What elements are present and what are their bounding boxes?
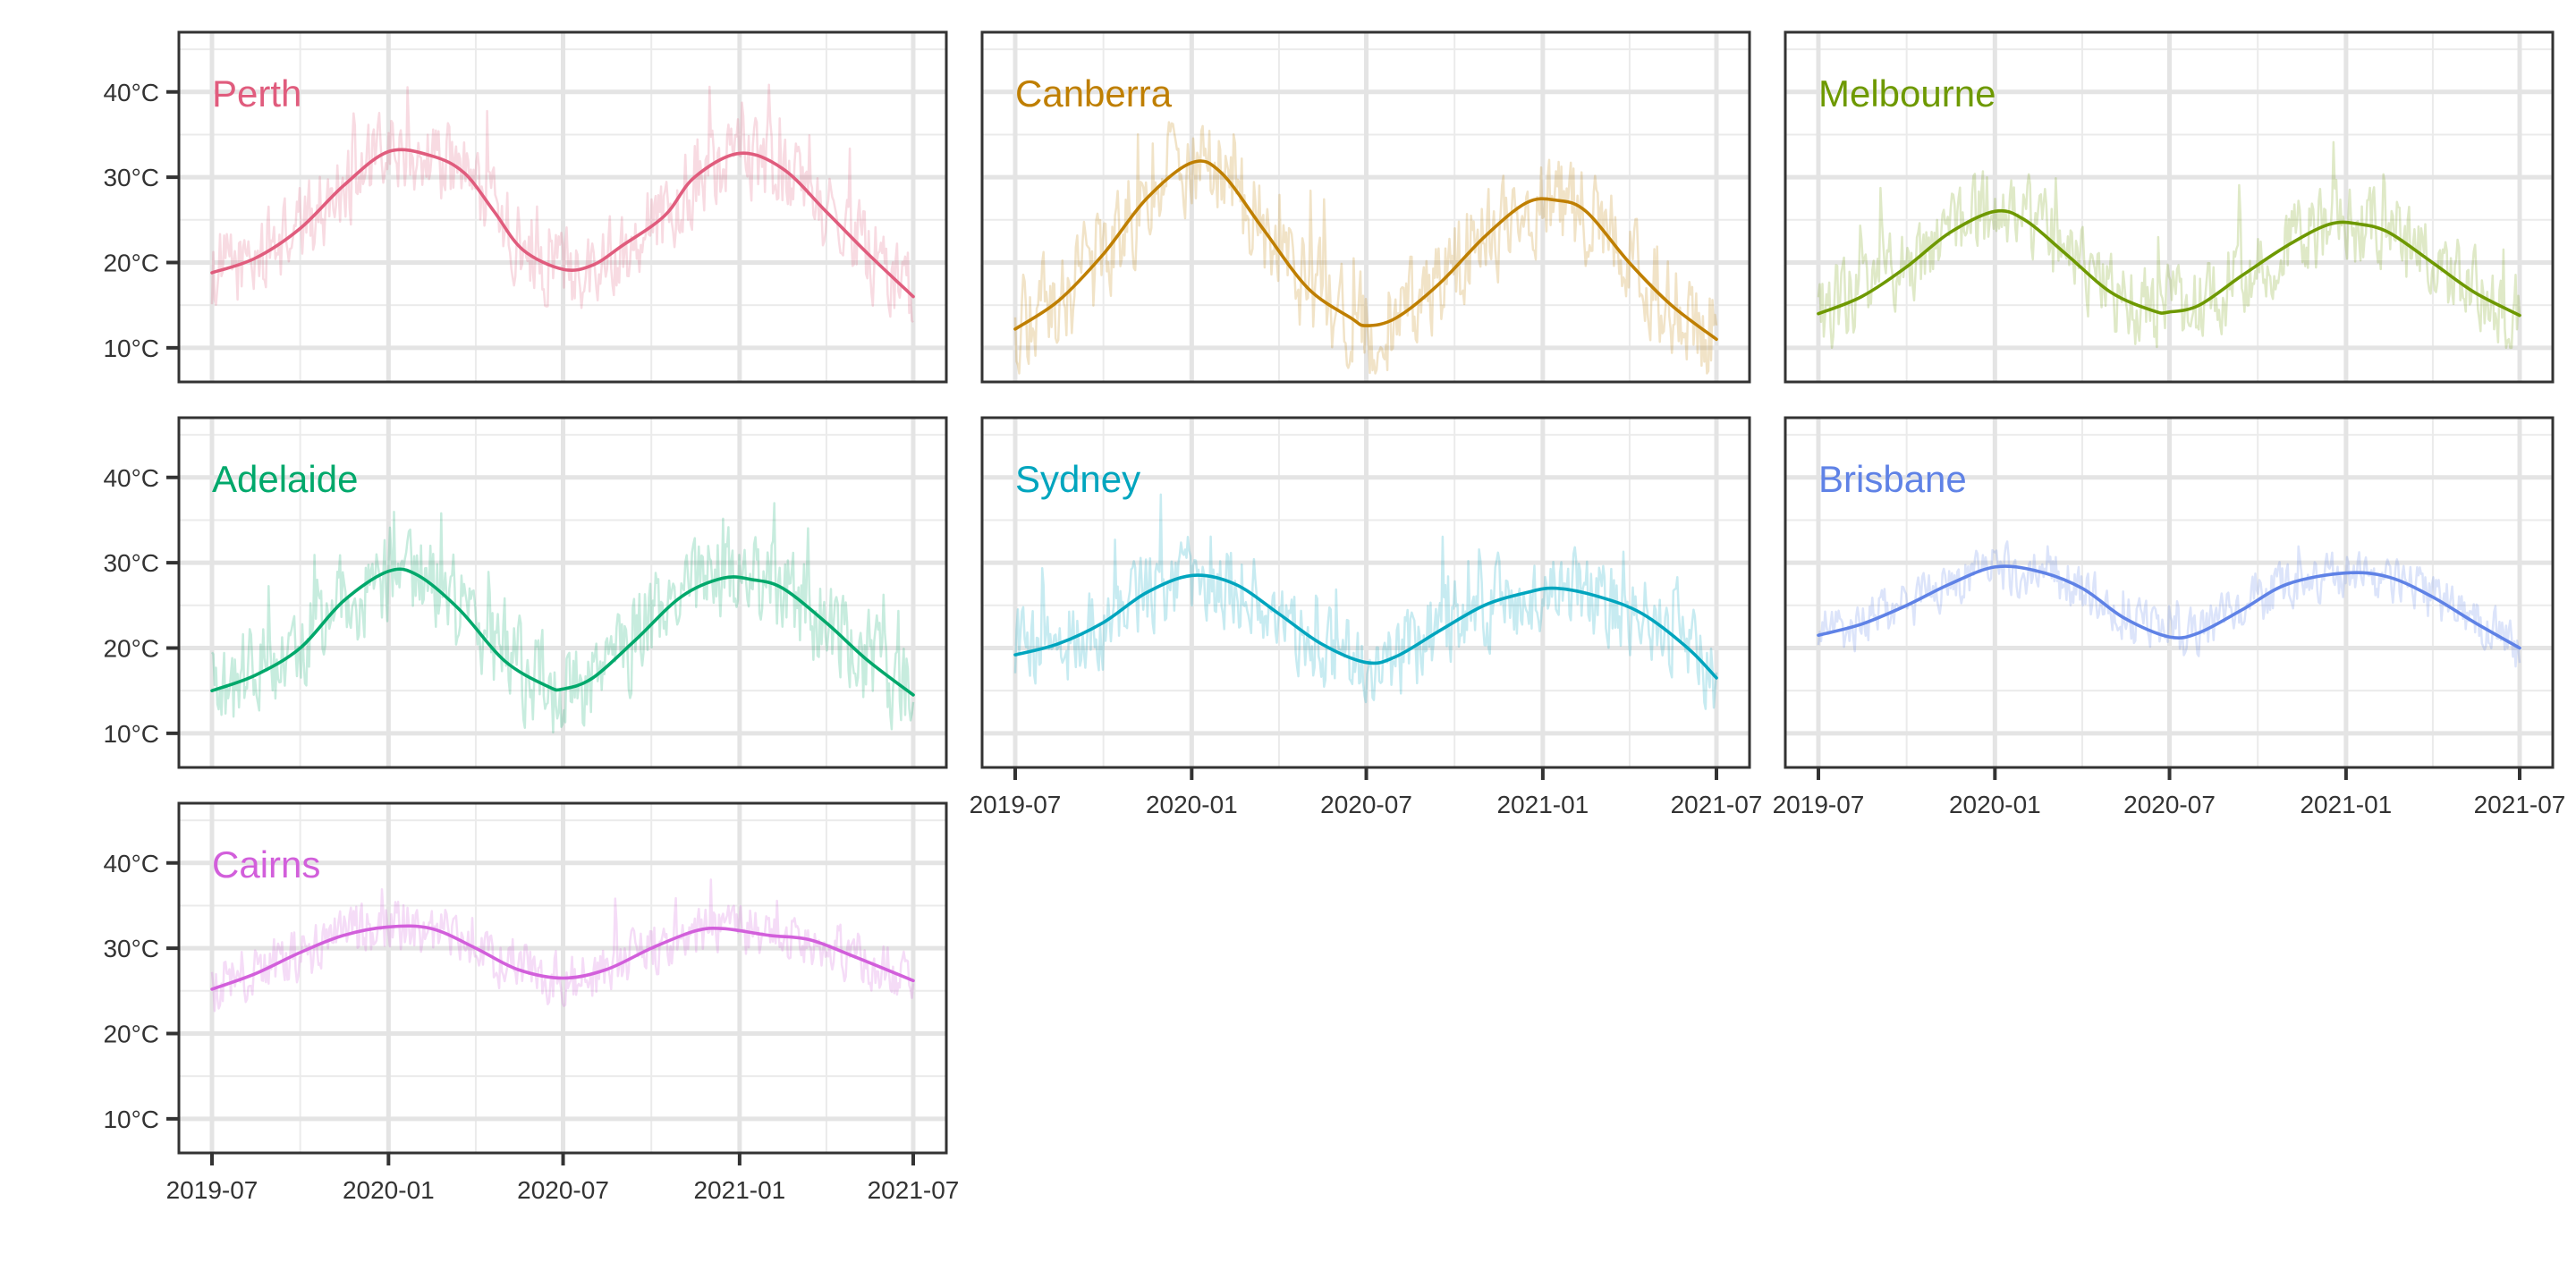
trend-line-adelaide [210,567,915,697]
panel-title-sydney: Sydney [1015,458,1140,500]
trend-line-cairns [210,924,915,991]
panel-sydney: Sydney 2019-07 2020-01 2020-07 2021-01 2021-0… [970,416,1763,818]
panel-border [1784,30,2555,384]
panel-melbourne: Melbourne [1784,30,2555,384]
trend-line-melbourne [1817,208,2521,318]
x-tick-label: 2021-01 [1496,791,1589,818]
x-tick-label: 2021-07 [868,1176,960,1204]
panel-title-brisbane: Brisbane [1818,458,1967,500]
panel-canberra: Canberra [980,30,1751,384]
x-tick-label: 2021-07 [1671,791,1763,818]
y-tick-label: 20°C [103,1020,159,1047]
y-tick-label: 10°C [103,1106,159,1133]
y-tick-label: 40°C [103,464,159,492]
trend-line-sydney [1013,573,1718,680]
trend-line-perth [210,148,915,299]
x-tick-label: 2019-07 [970,791,1062,818]
x-tick-label: 2020-01 [1949,791,2041,818]
y-tick-label: 30°C [103,549,159,577]
panels-layer: Perth 10°C 20°C 30°C 40°C Canberra Melbourne Ad… [103,30,2566,1204]
y-tick-label: 20°C [103,634,159,662]
y-tick-label: 20°C [103,249,159,276]
panel-title-adelaide: Adelaide [212,458,358,500]
panel-perth: Perth 10°C 20°C 30°C 40°C [103,30,948,384]
panel-border [177,416,948,769]
x-tick-label: 2021-07 [2474,791,2566,818]
y-tick-label: 10°C [103,335,159,362]
x-tick-label: 2021-01 [2300,791,2392,818]
panel-brisbane: Brisbane 2019-07 2020-01 2020-07 2021-01 2021… [1773,416,2566,818]
daily-series-perth [210,83,914,324]
x-tick-label: 2019-07 [1773,791,1865,818]
y-tick-label: 10°C [103,720,159,748]
x-tick-label: 2021-01 [693,1176,785,1204]
panel-border [980,30,1751,384]
y-tick-label: 30°C [103,935,159,962]
x-tick-label: 2020-01 [343,1176,435,1204]
x-tick-label: 2020-07 [1320,791,1412,818]
panel-cairns: Cairns 10°C 20°C 30°C 40°C 2019-07 2020-01 2020… [103,801,960,1204]
daily-series-cairns [210,878,915,1013]
trend-line-canberra [1013,159,1718,342]
trend-line-brisbane [1817,564,2521,650]
panel-adelaide: Adelaide 10°C 20°C 30°C 40°C [103,416,948,769]
x-tick-label: 2019-07 [166,1176,258,1204]
y-tick-label: 30°C [103,164,159,191]
x-tick-label: 2020-07 [517,1176,609,1204]
daily-series-sydney [1013,493,1718,710]
y-tick-label: 40°C [103,79,159,106]
panel-border [177,30,948,384]
panel-title-cairns: Cairns [212,843,320,886]
panel-title-canberra: Canberra [1015,72,1173,114]
x-tick-label: 2020-01 [1146,791,1238,818]
panel-title-melbourne: Melbourne [1818,72,1996,114]
y-tick-label: 40°C [103,850,159,877]
panel-title-perth: Perth [212,72,301,114]
daily-series-brisbane [1817,540,2521,668]
x-tick-label: 2020-07 [2123,791,2216,818]
